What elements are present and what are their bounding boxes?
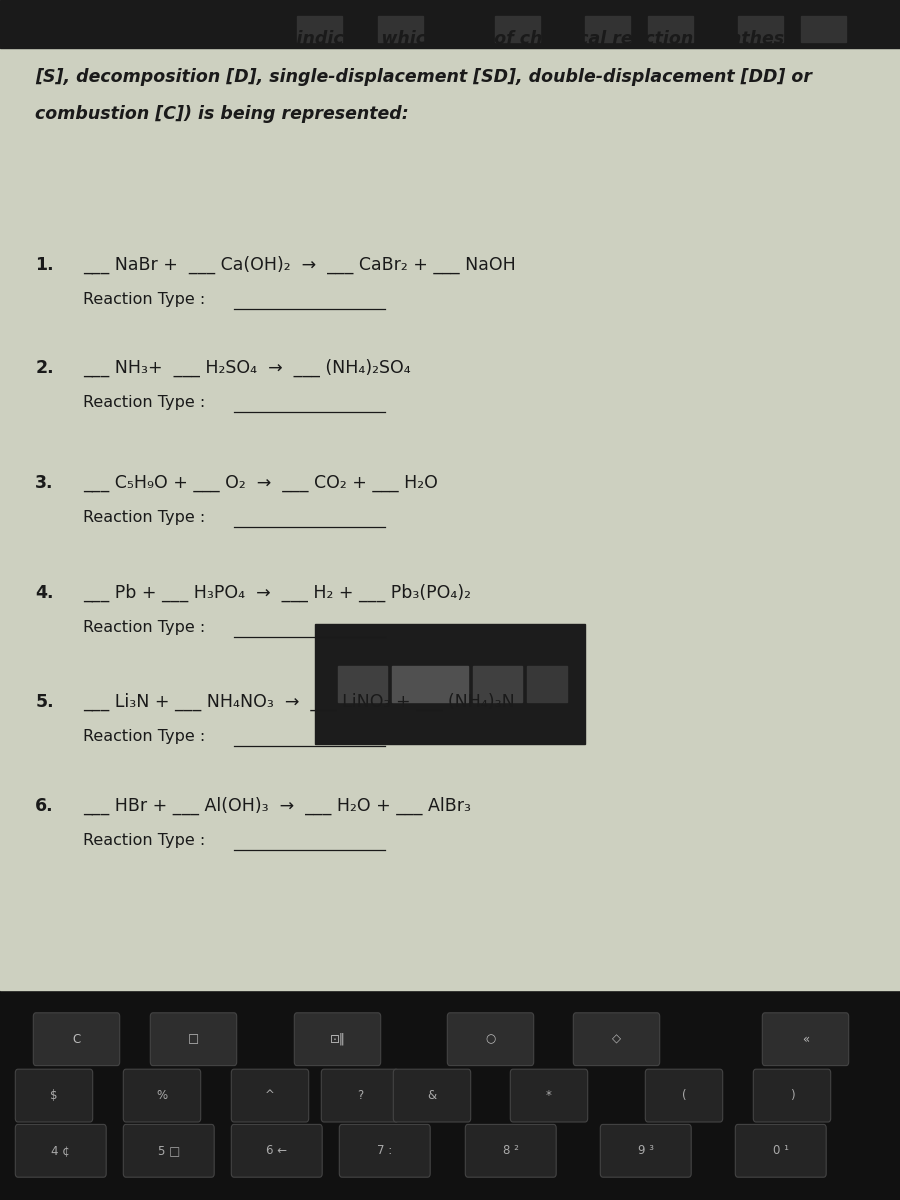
FancyBboxPatch shape bbox=[15, 1124, 106, 1177]
Text: 8 ²: 8 ² bbox=[503, 1145, 518, 1157]
FancyBboxPatch shape bbox=[15, 1069, 93, 1122]
Text: combustion [C]) is being represented:: combustion [C]) is being represented: bbox=[35, 104, 409, 122]
FancyBboxPatch shape bbox=[447, 1013, 534, 1066]
Text: 5 □: 5 □ bbox=[158, 1145, 180, 1157]
Text: 3.: 3. bbox=[35, 474, 54, 492]
Text: 4.: 4. bbox=[35, 583, 54, 601]
Bar bbox=[801, 16, 846, 42]
Text: Reaction Type :: Reaction Type : bbox=[83, 833, 211, 847]
FancyBboxPatch shape bbox=[231, 1124, 322, 1177]
Bar bbox=[392, 666, 468, 702]
Text: Reaction Type :: Reaction Type : bbox=[83, 292, 211, 307]
FancyBboxPatch shape bbox=[339, 1124, 430, 1177]
Text: *: * bbox=[546, 1090, 552, 1102]
Text: ___ C₅H₉O + ___ O₂  →  ___ CO₂ + ___ H₂O: ___ C₅H₉O + ___ O₂ → ___ CO₂ + ___ H₂O bbox=[83, 474, 437, 492]
Bar bbox=[0, 0, 900, 990]
FancyBboxPatch shape bbox=[762, 1013, 849, 1066]
FancyBboxPatch shape bbox=[321, 1069, 399, 1122]
Text: ___ NaBr +  ___ Ca(OH)₂  →  ___ CaBr₂ + ___ NaOH: ___ NaBr + ___ Ca(OH)₂ → ___ CaBr₂ + ___… bbox=[83, 256, 516, 275]
Bar bbox=[738, 16, 783, 42]
FancyBboxPatch shape bbox=[33, 1013, 120, 1066]
FancyBboxPatch shape bbox=[600, 1124, 691, 1177]
FancyBboxPatch shape bbox=[123, 1124, 214, 1177]
FancyBboxPatch shape bbox=[735, 1124, 826, 1177]
Text: Reaction Type :: Reaction Type : bbox=[83, 730, 211, 744]
FancyBboxPatch shape bbox=[123, 1069, 201, 1122]
Bar bbox=[315, 624, 585, 744]
Bar bbox=[338, 666, 387, 702]
Text: 4 ¢: 4 ¢ bbox=[51, 1145, 70, 1157]
FancyBboxPatch shape bbox=[150, 1013, 237, 1066]
Text: 1.: 1. bbox=[35, 256, 54, 274]
Text: ___ HBr + ___ Al(OH)₃  →  ___ H₂O + ___ AlBr₃: ___ HBr + ___ Al(OH)₃ → ___ H₂O + ___ Al… bbox=[83, 797, 471, 815]
Text: (: ( bbox=[681, 1090, 687, 1102]
Text: ⊡‖: ⊡‖ bbox=[329, 1033, 346, 1045]
FancyBboxPatch shape bbox=[294, 1013, 381, 1066]
Text: &: & bbox=[428, 1090, 436, 1102]
Text: 9 ³: 9 ³ bbox=[638, 1145, 653, 1157]
Text: ___ Pb + ___ H₃PO₄  →  ___ H₂ + ___ Pb₃(PO₄)₂: ___ Pb + ___ H₃PO₄ → ___ H₂ + ___ Pb₃(PO… bbox=[83, 583, 471, 602]
Bar bbox=[648, 16, 693, 42]
Text: 0 ¹: 0 ¹ bbox=[773, 1145, 788, 1157]
Text: [S], decomposition [D], single-displacement [SD], double-displacement [DD] or: [S], decomposition [D], single-displacem… bbox=[35, 67, 813, 85]
Text: ^: ^ bbox=[266, 1090, 274, 1102]
Text: Reaction Type :: Reaction Type : bbox=[83, 510, 211, 524]
Text: $: $ bbox=[50, 1090, 58, 1102]
Text: 7 :: 7 : bbox=[377, 1145, 392, 1157]
Bar bbox=[495, 16, 540, 42]
Text: Reaction Type :: Reaction Type : bbox=[83, 395, 211, 409]
FancyBboxPatch shape bbox=[645, 1069, 723, 1122]
Text: Balance the reactions and indicate which type of chemical reaction (synthesis: Balance the reactions and indicate which… bbox=[35, 30, 801, 48]
Text: «: « bbox=[802, 1033, 809, 1045]
Text: 6 ←: 6 ← bbox=[266, 1145, 287, 1157]
Text: Reaction Type :: Reaction Type : bbox=[83, 619, 211, 635]
Text: ○: ○ bbox=[485, 1033, 496, 1045]
Bar bbox=[297, 16, 342, 42]
Text: C: C bbox=[72, 1033, 81, 1045]
Text: □: □ bbox=[188, 1033, 199, 1045]
FancyBboxPatch shape bbox=[465, 1124, 556, 1177]
Text: ___ NH₃+  ___ H₂SO₄  →  ___ (NH₄)₂SO₄: ___ NH₃+ ___ H₂SO₄ → ___ (NH₄)₂SO₄ bbox=[83, 359, 410, 377]
FancyBboxPatch shape bbox=[753, 1069, 831, 1122]
Text: 2.: 2. bbox=[35, 359, 54, 377]
Bar bbox=[585, 16, 630, 42]
Bar bbox=[378, 16, 423, 42]
Text: ___ Li₃N + ___ NH₄NO₃  →  ___ LiNO₃ + ___ (NH₄)₃N: ___ Li₃N + ___ NH₄NO₃ → ___ LiNO₃ + ___ … bbox=[83, 694, 515, 712]
FancyBboxPatch shape bbox=[393, 1069, 471, 1122]
Text: 5.: 5. bbox=[35, 694, 54, 712]
FancyBboxPatch shape bbox=[510, 1069, 588, 1122]
Text: ◇: ◇ bbox=[612, 1033, 621, 1045]
Bar bbox=[526, 666, 567, 702]
Text: %: % bbox=[157, 1090, 167, 1102]
FancyBboxPatch shape bbox=[573, 1013, 660, 1066]
Text: ): ) bbox=[789, 1090, 795, 1102]
Bar bbox=[0, 0, 900, 48]
FancyBboxPatch shape bbox=[231, 1069, 309, 1122]
Text: 6.: 6. bbox=[35, 797, 54, 815]
Text: ?: ? bbox=[357, 1090, 363, 1102]
Bar bbox=[472, 666, 522, 702]
